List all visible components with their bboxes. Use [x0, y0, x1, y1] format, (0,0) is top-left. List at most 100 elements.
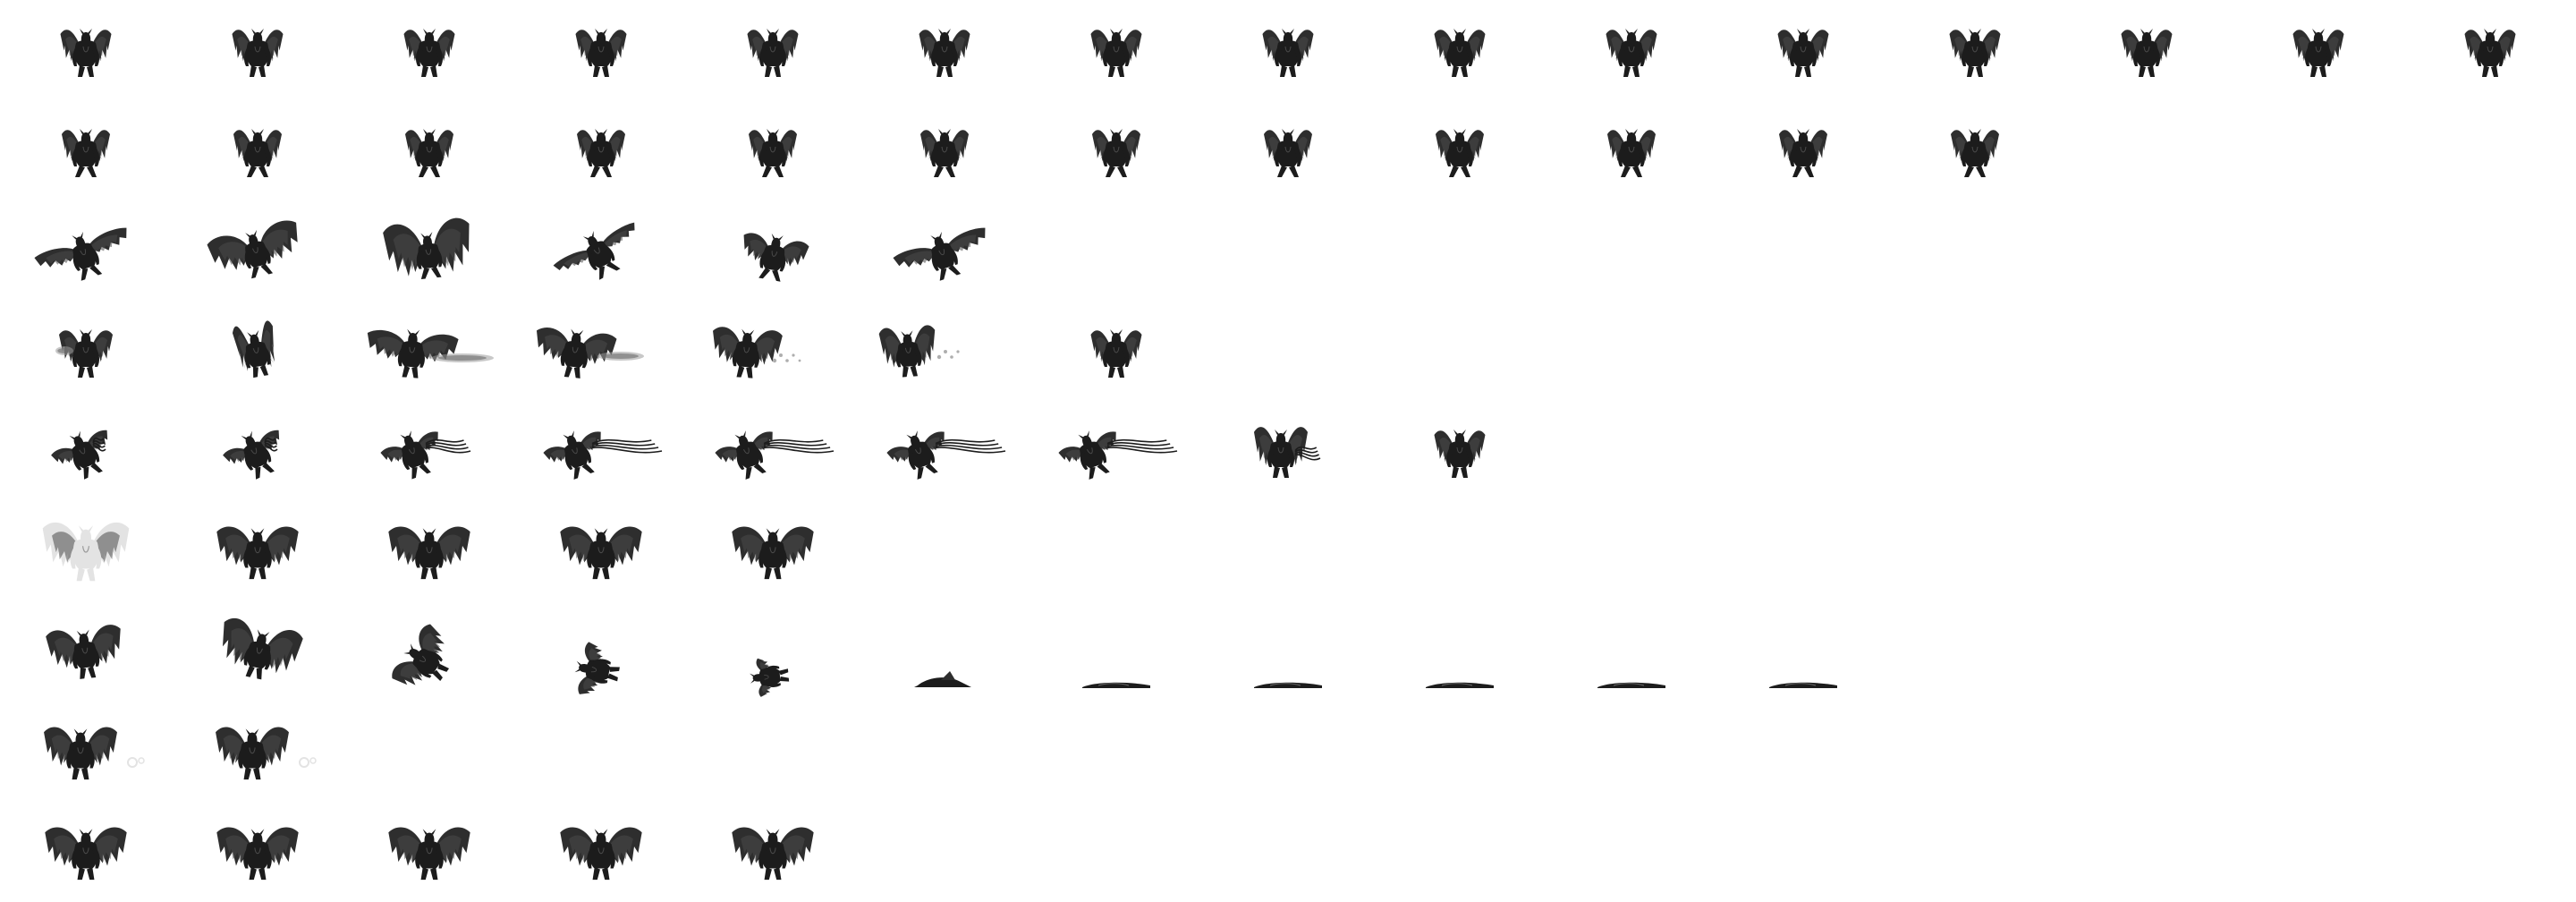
sprite-frame-walk-11	[1717, 100, 1889, 200]
sprite-frame-breath-attack-3	[343, 301, 515, 401]
demon-sprite-icon	[42, 522, 130, 582]
demon-sprite-icon	[1082, 682, 1150, 688]
demon-sprite-icon	[713, 327, 801, 379]
sprite-frame-tentacle-attack-1	[0, 401, 172, 501]
sprite-frame-idle-4	[515, 0, 687, 100]
sprite-frame-idle-7	[1030, 0, 1202, 100]
demon-sprite-icon	[60, 29, 112, 77]
demon-sprite-icon	[2292, 29, 2344, 77]
demon-sprite-icon	[216, 526, 299, 580]
demon-sprite-icon	[34, 227, 127, 281]
demon-sprite-icon	[1264, 129, 1312, 177]
sprite-frame-spawn-5	[687, 501, 859, 601]
sprite-frame-idle-13	[2061, 0, 2233, 100]
demon-sprite-icon	[388, 827, 470, 881]
demon-sprite-icon	[44, 727, 145, 780]
demon-sprite-icon	[560, 526, 642, 580]
demon-sprite-icon	[55, 329, 113, 378]
sprite-frame-tentacle-attack-2	[172, 401, 343, 501]
sprite-frame-death-8	[1202, 601, 1374, 702]
sprite-frame-taunt-4	[515, 802, 687, 902]
sprite-frame-fly-1	[0, 200, 172, 301]
demon-sprite-icon	[223, 430, 280, 480]
demon-sprite-icon	[536, 328, 644, 379]
sprite-frame-death-3	[343, 601, 515, 702]
sprite-frame-cast-1	[0, 702, 172, 802]
demon-sprite-icon	[1090, 329, 1142, 378]
demon-sprite-icon	[1436, 129, 1484, 177]
sprite-frame-walk-10	[1546, 100, 1717, 200]
sprite-frame-idle-14	[2233, 0, 2404, 100]
sprite-frame-idle-8	[1202, 0, 1374, 100]
sprite-frame-breath-attack-6	[859, 301, 1030, 401]
demon-sprite-icon	[1092, 129, 1140, 177]
demon-sprite-icon	[560, 827, 642, 881]
sprite-frame-death-11	[1717, 601, 1889, 702]
demon-sprite-icon	[1434, 430, 1486, 478]
sprite-frame-idle-9	[1374, 0, 1546, 100]
demon-sprite-icon	[1606, 29, 1657, 77]
demon-sprite-icon	[743, 233, 809, 282]
demon-sprite-icon	[1262, 29, 1314, 77]
demon-sprite-icon	[920, 129, 969, 177]
demon-sprite-icon	[1769, 682, 1837, 688]
demon-sprite-icon	[403, 29, 455, 77]
demon-sprite-icon	[46, 625, 121, 679]
demon-sprite-icon	[1597, 682, 1665, 688]
sprite-frame-spawn-3	[343, 501, 515, 601]
demon-sprite-icon	[232, 29, 284, 77]
demon-sprite-icon	[1426, 682, 1494, 688]
sprite-frame-walk-9	[1374, 100, 1546, 200]
sprite-frame-death-7	[1030, 601, 1202, 702]
sprite-frame-taunt-2	[172, 802, 343, 902]
sprite-frame-cast-2	[172, 702, 343, 802]
sprite-frame-spawn-1	[0, 501, 172, 601]
sprite-frame-walk-5	[687, 100, 859, 200]
sprite-frame-breath-attack-2	[172, 301, 343, 401]
demon-sprite-icon	[1607, 129, 1656, 177]
demon-sprite-icon	[749, 129, 797, 177]
sprite-frame-breath-attack-1	[0, 301, 172, 401]
sprite-frame-walk-12	[1889, 100, 2061, 200]
sprite-frame-death-10	[1546, 601, 1717, 702]
sprite-frame-death-1	[0, 601, 172, 702]
sprite-frame-walk-6	[859, 100, 1030, 200]
demon-sprite-icon	[380, 430, 471, 480]
demon-sprite-icon	[732, 827, 814, 881]
sprite-frame-walk-3	[343, 100, 515, 200]
sprite-frame-walk-7	[1030, 100, 1202, 200]
sprite-frame-fly-2	[172, 200, 343, 301]
sprite-frame-tentacle-attack-7	[1030, 401, 1202, 501]
demon-sprite-icon	[919, 29, 970, 77]
sprite-frame-fly-4	[515, 200, 687, 301]
sprite-frame-idle-5	[687, 0, 859, 100]
sprite-frame-death-4	[515, 601, 687, 702]
sprite-frame-tentacle-attack-5	[687, 401, 859, 501]
demon-sprite-icon	[553, 222, 635, 280]
sprite-frame-idle-12	[1889, 0, 2061, 100]
demon-sprite-icon	[51, 430, 108, 480]
demon-sprite-icon	[575, 29, 627, 77]
demon-sprite-icon	[45, 827, 127, 881]
demon-sprite-icon	[388, 526, 470, 580]
sprite-frame-tentacle-attack-8	[1202, 401, 1374, 501]
sprite-frame-idle-10	[1546, 0, 1717, 100]
demon-sprite-icon	[62, 129, 110, 177]
demon-sprite-icon	[893, 227, 986, 281]
sprite-frame-walk-1	[0, 100, 172, 200]
sprite-frame-walk-4	[515, 100, 687, 200]
demon-sprite-icon	[747, 29, 799, 77]
demon-sprite-icon	[1779, 129, 1827, 177]
sprite-frame-idle-2	[172, 0, 343, 100]
demon-sprite-icon	[1777, 29, 1829, 77]
demon-sprite-icon	[1254, 427, 1321, 478]
demon-sprite-icon	[383, 217, 470, 279]
sprite-frame-breath-attack-4	[515, 301, 687, 401]
demon-sprite-icon	[216, 727, 317, 780]
demon-sprite-icon	[367, 328, 494, 379]
sprite-frame-breath-attack-7	[1030, 301, 1202, 401]
sprite-frame-tentacle-attack-3	[343, 401, 515, 501]
sprite-frame-death-6	[859, 601, 1030, 702]
demon-sprite-icon	[914, 671, 971, 687]
